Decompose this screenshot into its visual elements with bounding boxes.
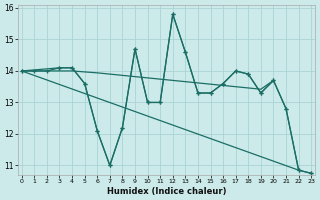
X-axis label: Humidex (Indice chaleur): Humidex (Indice chaleur)	[107, 187, 226, 196]
